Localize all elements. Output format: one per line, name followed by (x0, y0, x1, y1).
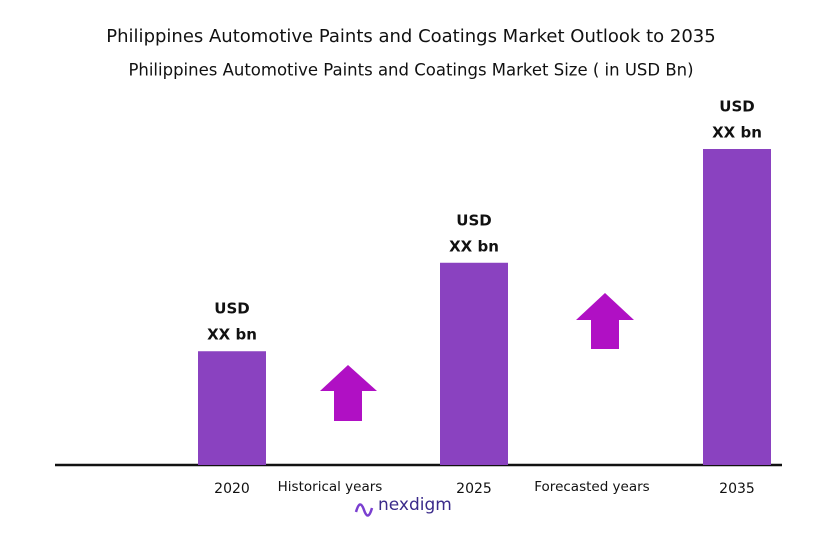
x-tick-label: 2035 (719, 481, 755, 497)
value-label: XX bn (207, 326, 257, 344)
bar (703, 149, 771, 465)
x-tick-label: 2025 (456, 481, 492, 497)
logo: nexdigm (378, 495, 452, 515)
bar (198, 351, 266, 465)
value-label: USD (456, 211, 491, 229)
logo-icon (354, 503, 374, 517)
value-label: XX bn (449, 237, 499, 255)
value-label: USD (719, 98, 754, 116)
value-label: USD (214, 300, 249, 318)
value-label: XX bn (712, 124, 762, 142)
bar (440, 262, 508, 465)
up-arrow (576, 293, 634, 349)
x-tick-label: 2020 (214, 481, 250, 497)
chart-subtitle: Philippines Automotive Paints and Coatin… (128, 61, 693, 80)
annotation: Forecasted years (534, 479, 649, 495)
chart-title: Philippines Automotive Paints and Coatin… (106, 26, 715, 47)
up-arrow (320, 365, 377, 421)
annotation: Historical years (278, 479, 383, 495)
